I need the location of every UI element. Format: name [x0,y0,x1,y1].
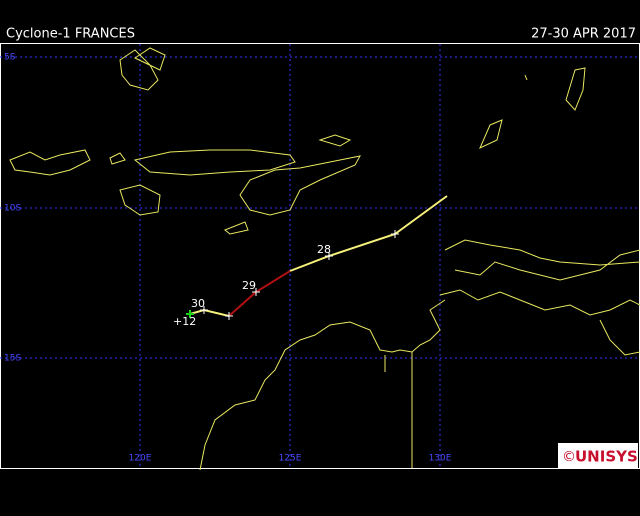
logo-text: UNISYS [575,448,638,466]
lat-label: 15S [4,354,21,364]
lon-label: 125E [279,454,302,464]
logo-symbol: © [562,449,576,465]
lat-label: 10S [4,204,21,214]
coastlines [9,47,640,471]
track-segment [289,195,448,272]
lon-label: 130E [429,454,452,464]
track-label: 28 [317,243,331,256]
date-range: 27-30 APR 2017 [531,27,636,42]
logo-box [558,443,638,468]
lon-label: 120E [129,454,152,464]
title: Cyclone-1 FRANCES [6,27,135,42]
track-ticks [200,230,399,320]
track-label: 29 [242,279,256,292]
track-label: 30 [191,297,205,310]
forecast-marker [186,310,194,318]
lat-label: 5S [4,53,16,63]
grid [0,44,640,468]
track-label: +12 [173,315,196,328]
storm-track [186,195,448,320]
